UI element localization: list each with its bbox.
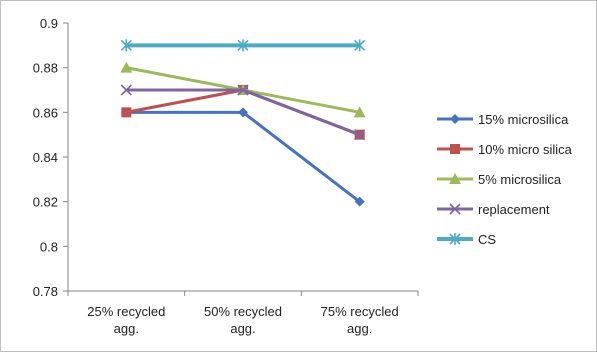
legend-label: replacement (478, 202, 550, 217)
square-marker (121, 107, 132, 118)
x-marker (120, 84, 132, 96)
triangle-marker (353, 106, 366, 118)
square-marker (450, 144, 460, 154)
axes: 0.78 0.8 0.82 0.84 0.86 0.88 0.9 25% recycled ag… (33, 16, 419, 336)
legend-item: CS (437, 232, 496, 247)
x-tick-label: 50% recycled (204, 304, 282, 319)
asterisk-marker (120, 39, 132, 52)
asterisk-marker (354, 39, 366, 52)
x-tick-label: agg. (347, 321, 372, 336)
series-line (126, 110, 361, 203)
asterisk-marker (237, 39, 249, 52)
legend-label: 10% micro silica (478, 142, 573, 157)
y-tick-label: 0.86 (33, 105, 58, 120)
x-marker (449, 203, 461, 215)
x-marker (354, 129, 366, 141)
legend-label: CS (478, 232, 496, 247)
x-tick-label: 75% recycled (321, 304, 399, 319)
legend-item: 10% micro silica (437, 142, 573, 157)
series-15-microsilica (121, 107, 365, 207)
triangle-marker (120, 61, 133, 73)
diamond-marker (354, 196, 365, 207)
x-tick-label: 25% recycled (87, 304, 165, 319)
legend: 15% microsilica 10% micro silica 5% micros… (437, 112, 573, 247)
y-tick-label: 0.9 (40, 16, 58, 31)
diamond-marker (450, 114, 460, 124)
y-tick-label: 0.78 (33, 284, 58, 299)
diamond-marker (238, 107, 248, 118)
y-tick-label: 0.84 (33, 150, 58, 165)
series-replacement (120, 84, 366, 141)
legend-item: 15% microsilica (437, 112, 569, 127)
legend-label: 5% microsilica (478, 172, 562, 187)
legend-item: replacement (437, 202, 550, 217)
legend-item: 5% microsilica (437, 172, 562, 187)
y-tick-label: 0.82 (33, 195, 58, 210)
x-marker (237, 84, 249, 96)
series-cs (120, 39, 366, 52)
asterisk-marker (449, 233, 461, 245)
triangle-marker (449, 173, 461, 184)
series-layer (120, 39, 366, 207)
y-tick-label: 0.88 (33, 61, 58, 76)
x-tick-label: agg. (114, 321, 139, 336)
legend-label: 15% microsilica (478, 112, 569, 127)
x-tick-label: agg. (230, 321, 255, 336)
y-tick-label: 0.8 (40, 239, 58, 254)
